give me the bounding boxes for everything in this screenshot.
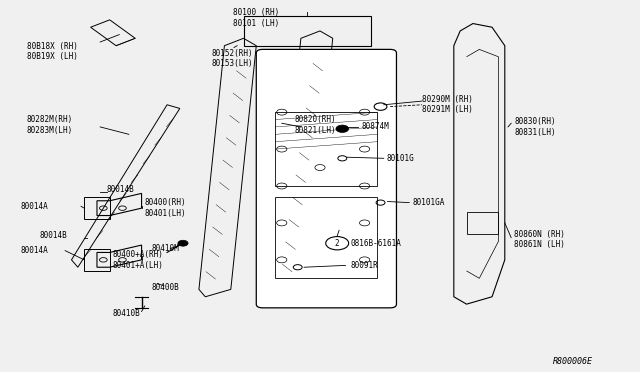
- Text: 80820(RH)
80821(LH): 80820(RH) 80821(LH): [294, 115, 336, 135]
- Text: 80152(RH)
80153(LH): 80152(RH) 80153(LH): [212, 49, 253, 68]
- Text: 80400(RH)
80401(LH): 80400(RH) 80401(LH): [145, 198, 186, 218]
- Text: 80014A: 80014A: [20, 246, 48, 255]
- Text: 80410B: 80410B: [113, 309, 141, 318]
- Text: 80400+A(RH)
80401+A(LH): 80400+A(RH) 80401+A(LH): [113, 250, 164, 270]
- Text: 2: 2: [335, 239, 339, 248]
- Text: 80101G: 80101G: [387, 154, 415, 163]
- Text: R800006E: R800006E: [552, 357, 593, 366]
- Circle shape: [336, 125, 349, 132]
- Text: 80830(RH)
80831(LH): 80830(RH) 80831(LH): [515, 117, 556, 137]
- Text: 80014B: 80014B: [106, 185, 134, 194]
- Text: 80091R: 80091R: [351, 261, 378, 270]
- Text: 0816B-6161A: 0816B-6161A: [351, 239, 401, 248]
- Text: 80014B: 80014B: [40, 231, 67, 240]
- FancyBboxPatch shape: [256, 49, 396, 308]
- Text: 80410M: 80410M: [151, 244, 179, 253]
- Text: 80874M: 80874M: [362, 122, 389, 131]
- Text: 80860N (RH)
80861N (LH): 80860N (RH) 80861N (LH): [515, 230, 565, 249]
- Text: 80100 (RH)
80101 (LH): 80100 (RH) 80101 (LH): [233, 8, 280, 28]
- Text: 80290M (RH)
80291M (LH): 80290M (RH) 80291M (LH): [422, 95, 473, 115]
- Text: 80282M(RH)
80283M(LH): 80282M(RH) 80283M(LH): [27, 115, 73, 135]
- Circle shape: [178, 240, 188, 246]
- Text: 80014A: 80014A: [20, 202, 48, 211]
- Text: 80B18X (RH)
80B19X (LH): 80B18X (RH) 80B19X (LH): [27, 42, 77, 61]
- Text: 80400B: 80400B: [151, 283, 179, 292]
- Text: 80101GA: 80101GA: [412, 198, 445, 207]
